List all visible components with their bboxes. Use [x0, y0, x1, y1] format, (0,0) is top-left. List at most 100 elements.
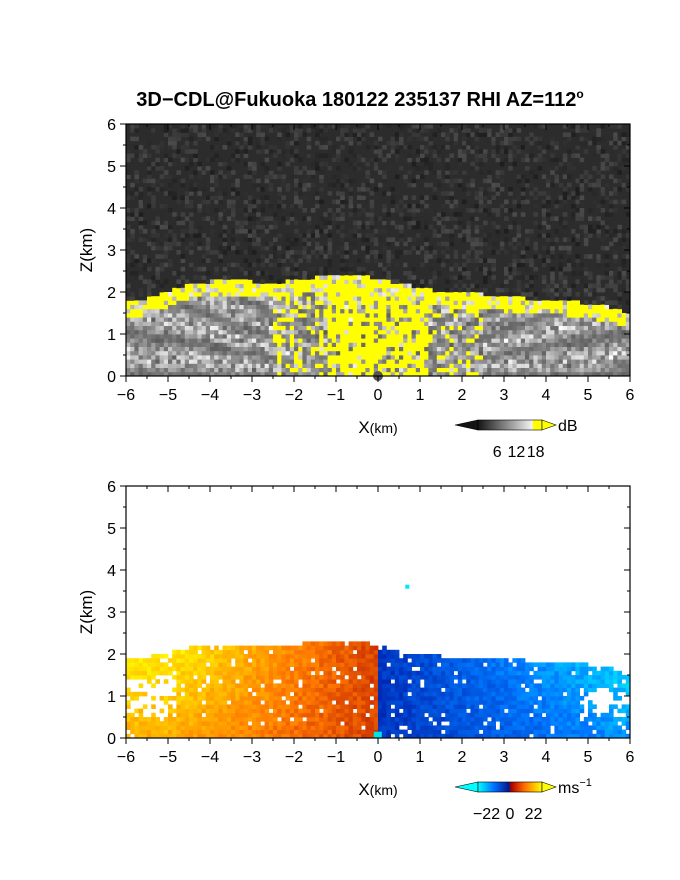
- heatmap-cell: [613, 325, 618, 331]
- heatmap-cell: [512, 338, 517, 343]
- heatmap-cell: [512, 296, 517, 301]
- heatmap-cell: [546, 287, 551, 293]
- heatmap-cell: [189, 363, 194, 368]
- heatmap-cell: [147, 279, 152, 284]
- heatmap-cell: [214, 359, 219, 364]
- heatmap-cell: [210, 308, 215, 314]
- heatmap-cell: [336, 292, 341, 297]
- heatmap-cell: [193, 350, 198, 356]
- heatmap-cell: [441, 350, 446, 356]
- heatmap-cell: [231, 128, 236, 133]
- heatmap-cell: [592, 359, 597, 364]
- heatmap-cell: [533, 367, 538, 373]
- heatmap-cell: [163, 717, 169, 722]
- heatmap-cell: [369, 350, 375, 356]
- heatmap-cell: [558, 229, 564, 234]
- heatmap-cell: [340, 212, 345, 217]
- heatmap-cell: [583, 233, 589, 238]
- heatmap-cell: [466, 182, 471, 188]
- heatmap-cell: [487, 338, 492, 343]
- heatmap-cell: [407, 275, 412, 280]
- heatmap-cell: [390, 313, 396, 318]
- heatmap-cell: [205, 170, 211, 175]
- heatmap-cell: [319, 359, 324, 364]
- heatmap-cell: [571, 166, 576, 171]
- heatmap-cell: [365, 224, 370, 230]
- heatmap-cell: [247, 342, 253, 347]
- heatmap-cell: [273, 250, 278, 255]
- heatmap-cell: [285, 338, 291, 343]
- heatmap-cell: [134, 153, 139, 158]
- heatmap-cell: [235, 313, 240, 318]
- heatmap-cell: [613, 145, 618, 150]
- heatmap-cell: [436, 342, 442, 347]
- heatmap-cell: [609, 371, 614, 377]
- heatmap-cell: [239, 325, 244, 331]
- heatmap-cell: [315, 241, 320, 247]
- heatmap-cell: [369, 216, 375, 221]
- heatmap-cell: [365, 350, 370, 356]
- heatmap-cell: [378, 329, 383, 335]
- heatmap-cell: [306, 304, 312, 310]
- heatmap-cell: [176, 321, 181, 326]
- heatmap-cell: [352, 313, 358, 318]
- heatmap-cell: [491, 241, 496, 247]
- heatmap-cell: [155, 254, 160, 259]
- heatmap-cell: [588, 321, 593, 326]
- heatmap-cell: [243, 279, 249, 284]
- heatmap-cell: [365, 199, 370, 205]
- heatmap-cell: [474, 224, 480, 230]
- heatmap-cell: [130, 308, 135, 314]
- heatmap-cell: [604, 308, 610, 314]
- heatmap-cell: [403, 271, 408, 276]
- heatmap-cell: [306, 317, 312, 322]
- heatmap-cell: [420, 128, 425, 133]
- heatmap-cell: [554, 308, 559, 314]
- heatmap-cell: [323, 145, 328, 150]
- heatmap-cell: [352, 346, 358, 352]
- heatmap-cell: [243, 321, 249, 326]
- heatmap-cell: [264, 346, 270, 352]
- heatmap-cell: [378, 229, 383, 234]
- heatmap-cell: [184, 300, 190, 305]
- heatmap-cell: [323, 283, 328, 289]
- heatmap-cell: [415, 313, 421, 318]
- heatmap-cell: [126, 733, 131, 739]
- heatmap-cell: [399, 233, 404, 238]
- heatmap-cell: [541, 258, 547, 263]
- heatmap-cell: [247, 283, 253, 289]
- heatmap-cell: [268, 355, 274, 360]
- heatmap-cell: [327, 258, 333, 263]
- heatmap-cell: [277, 279, 282, 284]
- heatmap-cell: [533, 371, 538, 377]
- heatmap-cell: [126, 296, 131, 301]
- heatmap-cell: [235, 195, 240, 200]
- heatmap-cell: [344, 355, 349, 360]
- heatmap-cell: [147, 287, 152, 293]
- heatmap-cell: [466, 220, 471, 226]
- heatmap-cell: [168, 666, 173, 672]
- heatmap-cell: [235, 367, 240, 373]
- heatmap-cell: [180, 212, 186, 217]
- heatmap-cell: [550, 304, 555, 310]
- heatmap-cell: [495, 329, 501, 335]
- heatmap-cell: [289, 308, 295, 314]
- heatmap-cell: [289, 304, 295, 310]
- heatmap-cell: [424, 371, 429, 377]
- heatmap-cell: [537, 233, 543, 238]
- heatmap-cell: [226, 262, 232, 268]
- heatmap-cell: [378, 182, 383, 188]
- heatmap-cell: [554, 355, 559, 360]
- heatmap-cell: [579, 367, 585, 373]
- heatmap-cell: [520, 258, 526, 263]
- heatmap-cell: [168, 161, 173, 167]
- heatmap-cell: [399, 212, 404, 217]
- x-tick-label: −3: [243, 387, 261, 404]
- heatmap-cell: [491, 371, 496, 377]
- heatmap-cell: [369, 157, 375, 163]
- x-tick-label: 5: [584, 387, 593, 404]
- heatmap-cell: [243, 271, 249, 276]
- heatmap-cell: [504, 304, 509, 310]
- heatmap-cell: [386, 140, 391, 146]
- heatmap-cell: [218, 338, 223, 343]
